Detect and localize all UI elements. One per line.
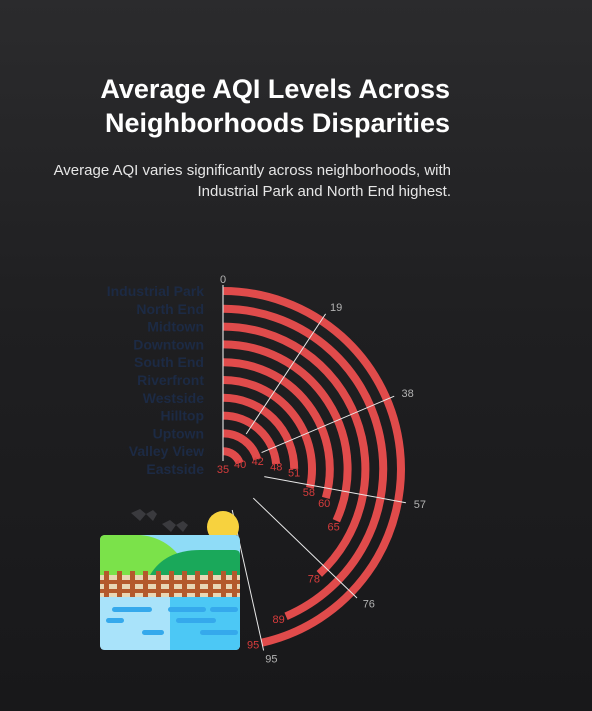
wave-icon [106,607,238,635]
bar-midtown [222,322,370,577]
value-label: 89 [272,614,284,626]
bar-uptown [222,429,262,461]
grid-line [245,313,327,435]
category-label: Uptown [153,425,204,441]
bar-downtown [222,340,352,523]
value-label: 95 [247,639,259,651]
bars-layer [222,287,405,647]
grid-line [252,497,358,599]
value-label: 51 [288,467,300,479]
tick-label: 19 [330,302,342,314]
tick-label: 76 [363,599,375,611]
hill-right [150,550,240,575]
bar-south-end [222,358,334,500]
value-label: 60 [318,498,330,510]
category-label: Hilltop [160,408,204,424]
category-label: Midtown [147,319,204,335]
category-label: Valley View [129,443,204,459]
category-label: Westside [143,390,204,406]
bar-north-end [222,304,388,620]
tick-label: 0 [220,274,226,286]
category-label: Eastside [146,461,204,477]
grid-line [264,476,406,504]
chart-title: Average AQI Levels Across Neighborhoods … [100,74,450,138]
water-shade [170,597,240,650]
tick-label: 57 [414,499,426,511]
bar-valley-view [222,447,244,465]
category-label: North End [136,301,204,317]
bird-icon [162,520,188,532]
value-label: 58 [303,487,315,499]
bar-industrial-park [222,287,405,647]
value-label: 48 [270,462,282,474]
category-label: South End [134,354,204,370]
value-label: 40 [234,459,246,471]
value-label: 35 [217,464,229,476]
category-label: Industrial Park [107,283,204,299]
category-label: Riverfront [137,372,204,388]
category-label: Downtown [133,336,204,352]
value-label: 42 [252,456,264,468]
bird-icon [131,509,157,521]
park-illustration [100,509,240,650]
grid-line [261,395,395,454]
fence-icon [100,571,240,597]
labels-layer: Industrial Park 95 North End 89 Midtown 78 Dow… [107,274,426,665]
bar-westside [222,393,299,469]
tick-label: 95 [265,653,277,665]
tick-label: 38 [402,388,414,400]
value-label: 65 [327,521,339,533]
chart-subtitle: Average AQI varies significantly across … [53,162,451,200]
bar-riverfront [222,376,316,489]
value-label: 78 [308,574,320,586]
bar-hilltop [222,411,281,465]
